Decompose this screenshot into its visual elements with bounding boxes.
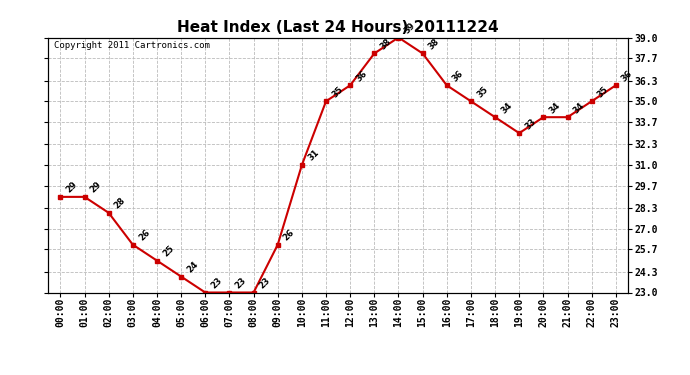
Text: 29: 29 [65, 180, 79, 195]
Text: 23: 23 [258, 276, 273, 290]
Text: 26: 26 [282, 228, 297, 243]
Text: 33: 33 [524, 117, 538, 131]
Text: 26: 26 [137, 228, 152, 243]
Text: 24: 24 [186, 260, 200, 274]
Text: 34: 34 [500, 100, 514, 115]
Text: 36: 36 [355, 69, 369, 83]
Text: 31: 31 [306, 148, 321, 163]
Text: 34: 34 [572, 100, 586, 115]
Text: 36: 36 [451, 69, 466, 83]
Text: 23: 23 [210, 276, 224, 290]
Text: 34: 34 [548, 100, 562, 115]
Text: Copyright 2011 Cartronics.com: Copyright 2011 Cartronics.com [54, 41, 210, 50]
Text: 25: 25 [161, 244, 176, 258]
Text: 38: 38 [427, 37, 442, 51]
Title: Heat Index (Last 24 Hours) 20111224: Heat Index (Last 24 Hours) 20111224 [177, 20, 499, 35]
Text: 28: 28 [113, 196, 128, 211]
Text: 39: 39 [403, 21, 417, 35]
Text: 23: 23 [234, 276, 248, 290]
Text: 35: 35 [331, 84, 345, 99]
Text: 35: 35 [596, 84, 611, 99]
Text: 36: 36 [620, 69, 635, 83]
Text: 35: 35 [475, 84, 490, 99]
Text: 29: 29 [89, 180, 104, 195]
Text: 38: 38 [379, 37, 393, 51]
